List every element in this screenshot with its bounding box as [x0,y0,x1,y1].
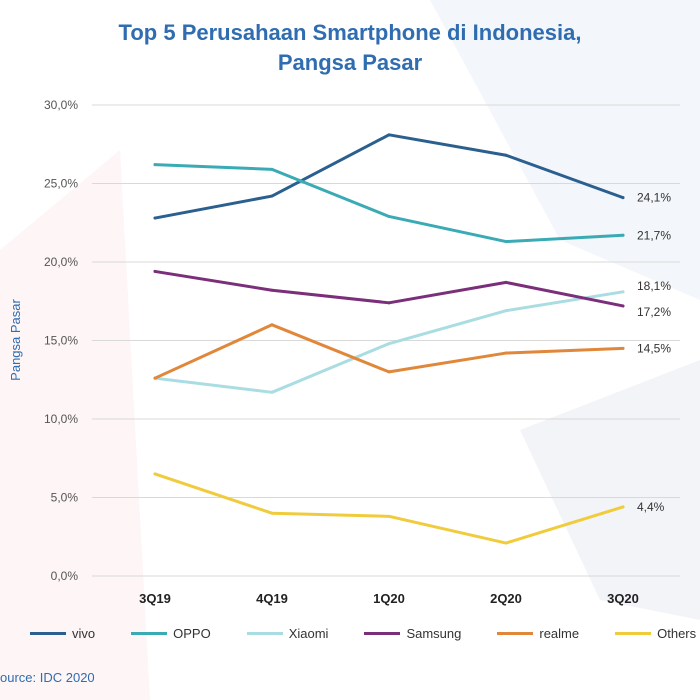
data-point-vivo [387,133,391,137]
legend-swatch [246,632,283,635]
data-point-realme [270,323,274,327]
data-point-realme [153,376,157,380]
legend-label: OPPO [173,626,211,641]
grid-lines [92,104,680,577]
y-tick-label: 30,0% [44,98,78,112]
data-point-xiaomi [270,390,274,394]
data-point-vivo [270,194,274,198]
data-point-oppo [270,167,274,171]
y-axis-ticks: 0,0% 5,0% 10,0% 15,0% 20,0% 25,0% 30,0% [44,98,78,583]
legend-label: Xiaomi [288,626,329,641]
legend-item-oppo: OPPO [131,626,211,641]
data-point-oppo [504,240,508,244]
data-point-samsung [387,301,391,305]
data-point-oppo [387,214,391,218]
y-tick-label: 10,0% [44,412,78,426]
x-tick-label: 3Q20 [607,591,639,606]
data-point-vivo [153,216,157,220]
data-point-xiaomi [504,309,508,313]
legend-swatch [364,632,401,635]
legend-item-xiaomi: Xiaomi [246,626,329,641]
source-note: ource: IDC 2020 [0,670,95,685]
data-point-oppo [153,163,157,167]
data-point-xiaomi [621,290,625,294]
y-tick-label: 20,0% [44,255,78,269]
series-lines [153,133,625,545]
legend-swatch [615,632,652,635]
end-label-others: 4,4% [637,500,665,514]
data-point-others [504,541,508,545]
data-point-samsung [270,288,274,292]
series-line-oppo [153,163,625,244]
data-point-realme [621,346,625,350]
end-label-oppo: 21,7% [637,228,671,242]
legend-item-samsung: Samsung [364,626,461,641]
legend-swatch [497,632,534,635]
data-point-realme [504,351,508,355]
legend: vivo OPPO Xiaomi Samsung realme Others [30,626,696,641]
data-point-realme [387,370,391,374]
chart-title-line2: Pangsa Pasar [277,50,423,75]
x-tick-label: 1Q20 [373,591,405,606]
end-label-samsung: 17,2% [637,305,671,319]
data-point-vivo [621,196,625,200]
data-point-xiaomi [387,342,391,346]
series-line-realme [153,323,625,380]
legend-item-others: Others [615,626,696,641]
y-tick-label: 5,0% [51,491,79,505]
legend-swatch [30,632,66,635]
series-line-others [153,472,625,545]
end-label-realme: 14,5% [637,341,671,355]
y-tick-label: 15,0% [44,334,78,348]
y-tick-label: 0,0% [51,569,79,583]
x-axis-ticks: 3Q19 4Q19 1Q20 2Q20 3Q20 [139,591,639,606]
end-labels: 24,1% 21,7% 18,1% 17,2% 14,5% 4,4% [637,191,671,514]
chart-title-line1: Top 5 Perusahaan Smartphone di Indonesia… [118,20,582,45]
x-tick-label: 2Q20 [490,591,522,606]
series-line-samsung [153,269,625,308]
data-point-samsung [153,269,157,273]
end-label-vivo: 24,1% [637,191,671,205]
y-axis-label: Pangsa Pasar [8,299,23,381]
legend-label: vivo [72,626,96,641]
data-point-others [387,514,391,518]
legend-item-realme: realme [497,626,579,641]
x-tick-label: 4Q19 [256,591,288,606]
x-tick-label: 3Q19 [139,591,171,606]
data-point-samsung [621,304,625,308]
end-label-xiaomi: 18,1% [637,279,671,293]
chart-title: Top 5 Perusahaan Smartphone di Indonesia… [40,18,660,78]
legend-swatch [131,632,168,635]
legend-item-vivo: vivo [30,626,95,641]
data-point-samsung [504,280,508,284]
data-point-others [270,511,274,515]
data-point-oppo [621,233,625,237]
series-line-vivo [153,133,625,220]
data-point-others [153,472,157,476]
series-line-xiaomi [153,290,625,394]
legend-label: Samsung [406,626,462,641]
y-tick-label: 25,0% [44,177,78,191]
legend-label: Others [657,626,697,641]
data-point-others [621,505,625,509]
data-point-vivo [504,153,508,157]
legend-label: realme [539,626,580,641]
line-chart: 0,0% 5,0% 10,0% 15,0% 20,0% 25,0% 30,0% 3Q19 4Q… [8,98,680,606]
